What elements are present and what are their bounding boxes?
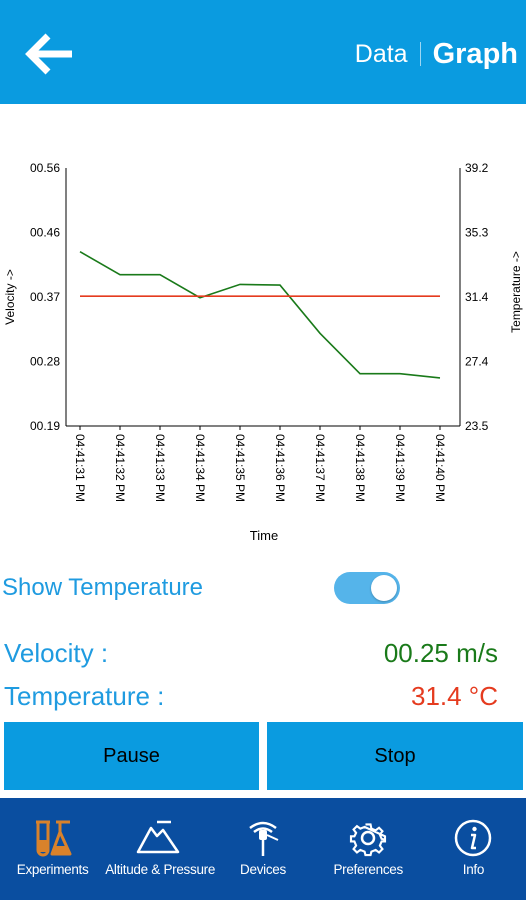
y-axis-title: Velocity ->	[3, 269, 17, 325]
flask-icon	[35, 820, 72, 857]
nav-label-experiments: Experiments	[16, 862, 89, 877]
x-tick-label: 04:41:31 PM	[73, 434, 87, 502]
tab-graph[interactable]: Graph	[432, 37, 518, 70]
info-icon	[455, 819, 492, 857]
x-tick-label: 04:41:36 PM	[273, 434, 287, 502]
velocity-reading-row: Velocity : 00.25 m/s	[0, 634, 526, 674]
y2-tick-label: 31.4	[465, 290, 489, 304]
temperature-label: Temperature :	[4, 681, 165, 711]
x-tick-label: 04:41:39 PM	[393, 434, 407, 502]
nav-label-altitude-pressure: Altitude & Pressure	[105, 862, 216, 877]
y2-tick-label: 39.2	[465, 161, 489, 175]
toggle-knob	[371, 575, 397, 601]
x-tick-label: 04:41:34 PM	[193, 434, 207, 502]
tab-divider	[419, 42, 421, 66]
chart-svg: 00.19 00.28 00.37 00.46 00.56 23.5 27.4 31.4 35.…	[3, 161, 523, 543]
y2-tick-label: 23.5	[465, 419, 489, 433]
y2-axis-title: Temperature ->	[509, 251, 523, 333]
back-button[interactable]	[18, 22, 82, 86]
show-temperature-label: Show Temperature	[2, 574, 203, 601]
view-tabs: Data Graph	[355, 34, 518, 74]
mountain-icon	[136, 820, 180, 854]
x-tick-label: 04:41:32 PM	[113, 434, 127, 502]
x-tick-label: 04:41:37 PM	[313, 434, 327, 502]
x-axis-title: Time	[250, 528, 278, 543]
y-tick-label: 00.28	[30, 355, 60, 369]
nav-label-devices: Devices	[240, 862, 286, 877]
y2-tick-label: 35.3	[465, 226, 489, 240]
nav-item-altitude-pressure[interactable]: Altitude & Pressure	[105, 798, 216, 900]
nav-label-preferences: Preferences	[333, 862, 403, 877]
gear-icon	[350, 823, 387, 857]
x-tick-label: 04:41:40 PM	[433, 434, 447, 502]
device-icon	[249, 821, 279, 856]
nav-label-info: Info	[462, 862, 485, 877]
nav-item-devices[interactable]: Devices	[210, 798, 315, 900]
stop-button[interactable]: Stop	[267, 722, 523, 790]
y-tick-label: 00.56	[30, 161, 60, 175]
velocity-temperature-chart: 00.19 00.28 00.37 00.46 00.56 23.5 27.4 31.4 35.…	[0, 150, 526, 550]
y-tick-label: 00.19	[30, 419, 60, 433]
velocity-label: Velocity :	[4, 638, 109, 668]
x-tick-label: 04:41:38 PM	[353, 434, 367, 502]
y2-tick-label: 27.4	[465, 355, 489, 369]
show-temperature-toggle[interactable]	[334, 572, 400, 604]
velocity-value: 00.25 m/s	[383, 638, 498, 668]
bottom-navigation: Experiments Altitude & Pressure Devices …	[0, 798, 526, 900]
nav-item-info[interactable]: Info	[421, 798, 526, 900]
x-tick-label: 04:41:35 PM	[233, 434, 247, 502]
nav-item-experiments[interactable]: Experiments	[0, 798, 105, 900]
y-tick-label: 00.37	[30, 290, 60, 304]
show-temperature-row: Show Temperature	[0, 566, 526, 610]
y-tick-label: 00.46	[30, 226, 60, 240]
nav-item-preferences[interactable]: Preferences	[316, 798, 421, 900]
x-tick-label: 04:41:33 PM	[153, 434, 167, 502]
velocity-series-line	[79, 251, 441, 379]
temperature-reading-row: Temperature : 31.4 °C	[0, 677, 526, 717]
back-arrow-icon	[25, 33, 72, 75]
tab-data[interactable]: Data	[354, 39, 408, 68]
pause-button[interactable]: Pause	[4, 722, 259, 790]
app-header: Data Graph	[0, 0, 526, 104]
temperature-value: 31.4 °C	[410, 681, 498, 711]
